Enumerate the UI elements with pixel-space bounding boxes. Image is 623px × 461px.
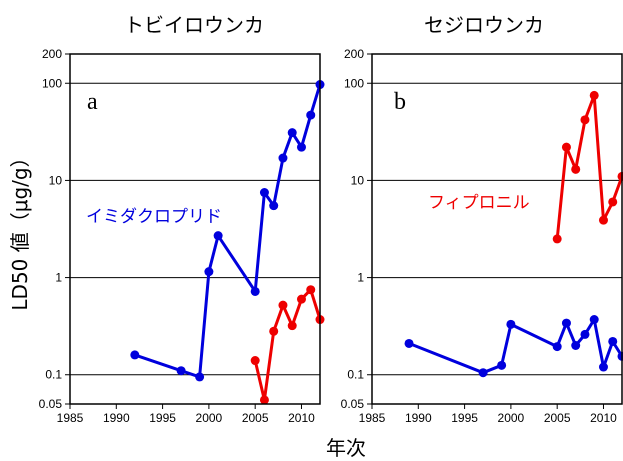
- panel-b-y-tick-label: 100: [344, 76, 364, 90]
- panel-b-series-0-line: [408, 318, 623, 375]
- panel-a-y-tick-label: 0.05: [39, 397, 63, 411]
- panel-b-gridlines: [372, 82, 622, 376]
- panel-a: トビイロウンカ 0.05 0.1 1 10 100 200 1985 1990 1995 2000…: [39, 13, 325, 425]
- panel-a-series-0-point: [213, 231, 223, 241]
- panel-a-x-tick-label: 1990: [103, 411, 130, 425]
- panel-a-series-0-point: [269, 201, 279, 211]
- panel-a-series-1-point: [296, 294, 306, 304]
- panel-b-series-1-line: [555, 93, 623, 240]
- panel-b-series-0-point: [506, 319, 516, 329]
- panel-b-series-1-point: [598, 215, 608, 225]
- panel-b-x-tick-label: 1995: [451, 411, 478, 425]
- panel-a-y-tick-label: 1: [55, 271, 62, 285]
- fipronil-label: フィプロニル: [428, 193, 530, 213]
- panel-b-series-1-point: [552, 234, 562, 244]
- panel-b-x-tick-label: 1985: [359, 411, 386, 425]
- panel-b-series-0-point: [571, 340, 581, 350]
- panel-b-series-1-point: [580, 115, 590, 125]
- panel-a-y-tick-label: 10: [49, 173, 63, 187]
- panel-b-letter: b: [394, 89, 406, 115]
- panel-b-series-0-point: [589, 315, 599, 325]
- panel-a-ticks: 0.05 0.1 1 10 100 200 1985 1990 1995 2000 2005 2010: [39, 47, 316, 425]
- panel-b-series-0-point: [598, 362, 608, 372]
- panel-b-series: [404, 90, 623, 378]
- panel-a-series-0-point: [306, 110, 316, 120]
- panel-a-series-0-point: [278, 153, 288, 163]
- panel-b-y-tick-label: 1: [357, 271, 364, 285]
- panel-a-series-0-point: [250, 286, 260, 296]
- panel-b-x-tick-label: 2010: [590, 411, 617, 425]
- panel-a-x-tick-label: 1995: [149, 411, 176, 425]
- panel-b-series-0-point: [580, 329, 590, 339]
- panel-b-series-1-point: [589, 90, 599, 100]
- panel-a-x-tick-label: 2005: [242, 411, 269, 425]
- panel-a-y-tick-label: 200: [42, 47, 62, 61]
- panel-b-y-tick-label: 10: [351, 173, 365, 187]
- panel-a-series-1-point: [269, 326, 279, 336]
- panel-a-x-tick-label: 1985: [57, 411, 84, 425]
- panel-a-y-tick-label: 100: [42, 76, 62, 90]
- panel-a-gridlines: [70, 82, 320, 376]
- panel-a-series-1-point: [278, 300, 288, 310]
- panel-b-x-tick-label: 2005: [544, 411, 571, 425]
- panel-a-series-0-point: [259, 188, 269, 198]
- y-axis-title: LD50 値（μg/g）: [8, 147, 32, 310]
- panel-b-series-0-point: [552, 342, 562, 352]
- panel-a-x-tick-label: 2000: [196, 411, 223, 425]
- panel-a-series-0-point: [287, 128, 297, 138]
- panel-b-series-1-point: [561, 142, 571, 152]
- panel-a-series-0-point: [195, 372, 205, 382]
- panel-a-y-tick-label: 0.1: [45, 368, 62, 382]
- panel-b-series-0-point: [497, 360, 507, 370]
- panel-a-frame: [69, 53, 321, 405]
- panel-a-x-tick-label: 2010: [288, 411, 315, 425]
- imidacloprid-label: イミダクロプリド: [86, 207, 222, 227]
- panel-a-series-1-line: [253, 288, 322, 402]
- panel-b-series-0-point: [404, 338, 414, 348]
- panel-b-series-0-point: [561, 318, 571, 328]
- panel-a-series: [130, 80, 325, 405]
- x-axis-title: 年次: [326, 436, 366, 460]
- panel-a-series-0-point: [176, 366, 186, 376]
- panel-b-y-tick-label: 0.05: [341, 397, 365, 411]
- panel-a-series-0-point: [204, 267, 214, 277]
- panel-b-series-0-point: [608, 336, 618, 346]
- panel-b-series-0-point: [478, 368, 488, 378]
- panel-a-series-0-point: [130, 350, 140, 360]
- panel-a-series-1-point: [259, 395, 269, 405]
- panel-b-x-tick-label: 2000: [498, 411, 525, 425]
- panel-b-y-tick-label: 0.1: [347, 368, 364, 382]
- panel-b: セジロウンカ 0.05 0.1 1 10 100 200 1985 1990 1995 2000 2…: [341, 13, 623, 425]
- panel-b-x-tick-label: 1990: [405, 411, 432, 425]
- panel-b-y-tick-label: 200: [344, 47, 364, 61]
- panel-b-title: セジロウンカ: [424, 13, 544, 37]
- panel-a-series-1-point: [287, 321, 297, 331]
- panel-a-series-1-point: [250, 356, 260, 366]
- panel-a-letter: a: [87, 89, 98, 115]
- panel-a-series-0-point: [296, 142, 306, 152]
- panel-a-series-1-point: [306, 285, 316, 295]
- panel-b-ticks: 0.05 0.1 1 10 100 200 1985 1990 1995 2000 2005 2010: [341, 47, 618, 425]
- panel-b-frame: [371, 53, 623, 405]
- panel-b-series-1-point: [571, 164, 581, 174]
- panel-a-title: トビイロウンカ: [124, 13, 264, 37]
- panel-b-series-1-point: [608, 197, 618, 207]
